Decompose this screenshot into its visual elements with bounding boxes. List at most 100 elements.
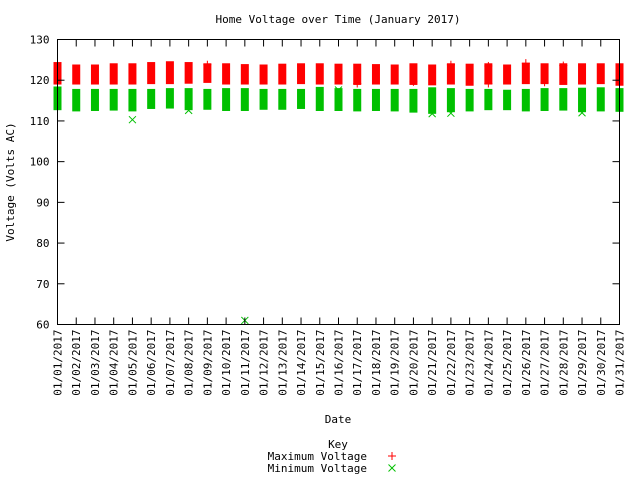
y-axis-label: Voltage (Volts AC)	[4, 122, 17, 241]
x-tick-label: 01/22/2017	[445, 330, 458, 396]
minimum-voltage-band-7	[165, 88, 174, 109]
maximum-voltage-band-7	[165, 61, 174, 85]
maximum-voltage-point-1	[203, 60, 212, 69]
maximum-voltage-band-19	[390, 64, 399, 85]
maximum-voltage-point-2	[353, 79, 362, 88]
x-tick-label: 01/06/2017	[145, 330, 158, 396]
minimum-voltage-point-6	[447, 109, 455, 118]
chart-title: Home Voltage over Time (January 2017)	[215, 13, 460, 26]
minimum-voltage-band-5	[128, 88, 137, 112]
maximum-voltage-band-23	[465, 63, 474, 86]
x-tick-label: 01/21/2017	[426, 330, 439, 396]
y-tick-label: 80	[36, 237, 49, 250]
minimum-voltage-band-30	[596, 87, 605, 112]
minimum-voltage-point-2	[184, 106, 193, 115]
x-axis-label: Date	[325, 413, 352, 426]
legend-marker-maximum-voltage	[388, 452, 396, 460]
x-tick-label: 01/19/2017	[389, 330, 402, 396]
x-tick-label: 01/17/2017	[351, 330, 364, 396]
minimum-voltage-band-3	[90, 88, 99, 111]
x-tick-label: 01/24/2017	[482, 330, 495, 396]
minimum-voltage-band-14	[297, 88, 306, 109]
minimum-voltage-band-9	[203, 88, 212, 110]
x-tick-label: 01/05/2017	[126, 330, 139, 396]
y-tick-label: 110	[30, 115, 50, 128]
maximum-voltage-band-6	[147, 62, 156, 85]
maximum-voltage-band-27	[540, 63, 549, 85]
minimum-voltage-band-20	[409, 88, 418, 113]
minimum-voltage-band-11	[240, 88, 249, 111]
maximum-voltage-band-18	[371, 64, 380, 85]
minimum-voltage-band-4	[109, 88, 118, 111]
maximum-voltage-band-24	[484, 63, 493, 85]
maximum-voltage-point-8	[540, 78, 549, 87]
x-tick-label: 01/29/2017	[576, 330, 589, 396]
maximum-voltage-point-4	[446, 60, 455, 69]
maximum-voltage-band-20	[409, 63, 418, 85]
x-tick-label: 01/13/2017	[276, 330, 289, 396]
minimum-voltage-point-4	[334, 86, 343, 94]
x-tick-label: 01/09/2017	[201, 330, 214, 396]
maximum-voltage-band-15	[315, 63, 324, 85]
legend-label-maximum-voltage: Maximum Voltage	[268, 450, 367, 463]
minimum-voltage-point-5	[428, 109, 437, 118]
x-tick-label: 01/10/2017	[220, 330, 233, 396]
x-tick-label: 01/27/2017	[539, 330, 552, 396]
x-tick-label: 01/14/2017	[295, 330, 308, 396]
maximum-voltage-band-9	[203, 63, 212, 83]
x-tick-label: 01/04/2017	[108, 330, 121, 396]
minimum-voltage-band-15	[315, 86, 324, 111]
maximum-voltage-band-28	[559, 63, 568, 85]
legend-marker-minimum-voltage	[388, 464, 396, 472]
maximum-voltage-band-21	[428, 64, 437, 86]
maximum-voltage-band-2	[72, 64, 81, 85]
y-tick-label: 60	[36, 319, 49, 332]
maximum-voltage-band-8	[184, 62, 193, 84]
minimum-voltage-band-27	[540, 88, 549, 111]
y-tick-label: 90	[36, 196, 49, 209]
y-tick-label: 120	[30, 74, 50, 87]
x-tick-label: 01/16/2017	[333, 330, 346, 396]
maximum-voltage-point-6	[484, 79, 493, 88]
maximum-voltage-band-26	[521, 62, 530, 85]
maximum-voltage-band-5	[128, 63, 137, 85]
minimum-voltage-band-2	[72, 88, 81, 112]
minimum-voltage-band-23	[465, 88, 474, 112]
minimum-voltage-band-19	[390, 88, 399, 112]
x-tick-label: 01/15/2017	[314, 330, 327, 396]
x-tick-label: 01/26/2017	[520, 330, 533, 396]
x-tick-label: 01/03/2017	[89, 330, 102, 396]
minimum-voltage-band-17	[353, 88, 362, 112]
minimum-voltage-band-28	[559, 88, 568, 111]
maximum-voltage-band-17	[353, 63, 362, 85]
y-tick-label: 70	[36, 278, 49, 291]
minimum-voltage-band-29	[578, 87, 587, 113]
maximum-voltage-band-3	[90, 64, 99, 85]
maximum-voltage-band-16	[334, 63, 343, 85]
minimum-voltage-band-25	[503, 89, 512, 111]
x-tick-label: 01/18/2017	[370, 330, 383, 396]
maximum-voltage-band-12	[259, 64, 268, 85]
maximum-voltage-band-11	[240, 64, 249, 85]
x-tick-label: 01/31/2017	[614, 330, 627, 396]
x-tick-label: 01/25/2017	[501, 330, 514, 396]
x-tick-label: 01/20/2017	[407, 330, 420, 396]
minimum-voltage-band-18	[371, 88, 380, 111]
maximum-voltage-point-3	[409, 77, 418, 86]
x-tick-label: 01/28/2017	[557, 330, 570, 396]
maximum-voltage-band-13	[278, 63, 287, 85]
x-tick-label: 01/08/2017	[183, 330, 196, 396]
x-tick-label: 01/30/2017	[595, 330, 608, 396]
x-tick-label: 01/11/2017	[239, 330, 252, 396]
minimum-voltage-point-7	[578, 108, 586, 117]
minimum-voltage-point-1	[128, 115, 137, 124]
minimum-voltage-band-8	[184, 88, 193, 111]
maximum-voltage-band-29	[578, 63, 587, 85]
x-tick-label: 01/12/2017	[258, 330, 271, 396]
minimum-voltage-band-22	[446, 88, 455, 113]
x-tick-label: 01/23/2017	[464, 330, 477, 396]
minimum-voltage-band-12	[259, 88, 268, 110]
x-tick-label: 01/07/2017	[164, 330, 177, 396]
maximum-voltage-band-22	[446, 63, 455, 85]
